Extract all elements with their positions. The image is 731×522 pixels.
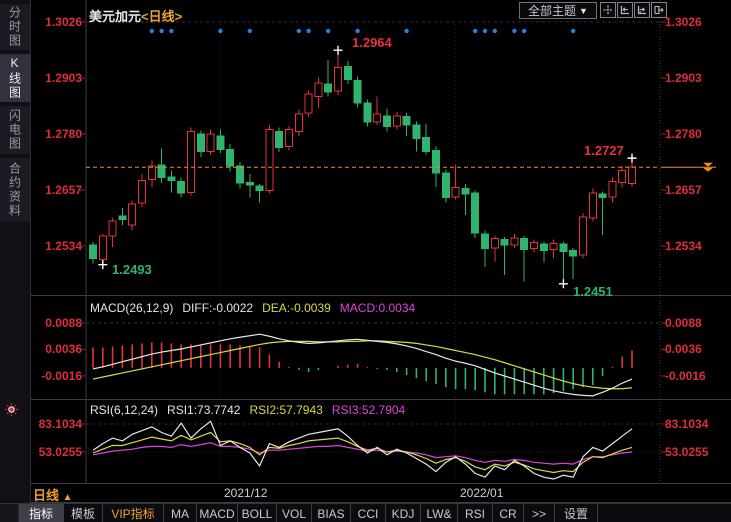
macd-axis-label-right: 0.0088 [665, 316, 702, 330]
theme-selector-label: 全部主题 [528, 4, 577, 18]
tabbar-corner [0, 504, 19, 522]
price-axis-label-right: 1.3026 [665, 15, 702, 29]
macd-axis-label-left: 0.0036 [45, 342, 82, 356]
macd-axis-label-left: -0.0016 [41, 369, 82, 383]
pan-crosshair-icon [603, 5, 613, 15]
macd-axis-label-left: 0.0088 [45, 316, 82, 330]
symbol-name: 美元加元 [89, 9, 142, 24]
macd-title: MACD(26,12,9) [90, 301, 174, 315]
scale-left-button[interactable] [617, 2, 633, 18]
macd-dea-value: DEA:-0.0039 [262, 301, 331, 315]
tab-bias[interactable]: BIAS [312, 504, 351, 522]
tab-ma[interactable]: MA [164, 504, 197, 522]
tab-macd[interactable]: MACD [197, 504, 238, 522]
tab-lwr[interactable]: LW& [421, 504, 458, 522]
price-axis-label-left: 1.3026 [45, 15, 82, 29]
tab-vip-indicator[interactable]: VIP指标 [103, 504, 164, 522]
tab-kdj[interactable]: KDJ [386, 504, 421, 522]
price-axis-label-left: 1.2780 [45, 127, 82, 141]
rsi-axis-label-right: 53.0255 [665, 445, 709, 459]
price-axis-label-left: 1.2534 [45, 239, 82, 253]
tab-rsi[interactable]: RSI [458, 504, 493, 522]
macd-group [92, 333, 633, 397]
tab-vol[interactable]: VOL [277, 504, 312, 522]
rsi3-value: RSI3:52.7904 [331, 403, 406, 417]
period-up-arrow-icon: ▲ [62, 492, 73, 503]
tab-cci[interactable]: CCI [351, 504, 386, 522]
alert-sun-icon[interactable] [4, 402, 19, 417]
macd-diff-value: DIFF:-0.0022 [182, 301, 254, 315]
extreme-cross-markers [98, 45, 637, 289]
price-axis-label-right: 1.2657 [665, 183, 702, 197]
indicator-tabbar: 指标 模板 VIP指标 MA MACD BOLL VOL BIAS CCI KD… [0, 503, 731, 522]
axis-arrow-right-icon [637, 6, 646, 15]
rsi-axis-label-left: 83.1034 [38, 417, 82, 431]
event-dots [149, 28, 576, 34]
period-selector[interactable]: 日线 ▲ [33, 485, 73, 504]
bottom-price-annotation: 1.2451 [573, 284, 613, 299]
rsi1-value: RSI1:73.7742 [167, 403, 241, 417]
sidebar-item-kline-chart[interactable]: K线图 [0, 54, 30, 102]
rsi2-value: RSI2:57.7943 [249, 403, 323, 417]
candles-group [89, 50, 636, 284]
date-tick-label: 2022/01 [460, 486, 504, 500]
rsi-indicator-readout: RSI(6,12,24) RSI1:73.7742 RSI2:57.7943 RSI3… [90, 403, 414, 417]
dropdown-arrow-icon: ▼ [579, 5, 588, 16]
macd-macd-value: MACD:0.0034 [339, 301, 416, 315]
sidebar-item-contract-info[interactable]: 合约资料 [0, 158, 30, 222]
price-axis-label-left: 1.2903 [45, 71, 82, 85]
period-tag: <日线> [141, 9, 183, 24]
start-low-annotation: 1.2493 [112, 262, 152, 277]
tab-cr[interactable]: CR [493, 504, 524, 522]
tab-indicator[interactable]: 指标 [19, 504, 64, 522]
price-axis-label-left: 1.2657 [45, 183, 82, 197]
macd-axis-label-right: 0.0036 [665, 342, 702, 356]
rsi-axis-label-left: 53.0255 [38, 445, 82, 459]
tab-boll[interactable]: BOLL [238, 504, 277, 522]
rsi-group [92, 420, 633, 480]
theme-selector-dropdown[interactable]: 全部主题 ▼ [519, 2, 597, 19]
popout-window-button[interactable] [651, 2, 667, 18]
scale-right-button[interactable] [634, 2, 650, 18]
tab-more[interactable]: >> [524, 504, 555, 522]
date-tick-label: 2021/12 [224, 486, 268, 500]
price-axis-label-right: 1.2534 [665, 239, 702, 253]
sidebar-item-lightning-chart[interactable]: 闪电图 [0, 106, 30, 154]
tab-template[interactable]: 模板 [64, 504, 103, 522]
price-axis-label-right: 1.2903 [665, 71, 702, 85]
recent-high-annotation: 1.2727 [584, 143, 624, 158]
axis-arrow-left-icon [620, 6, 629, 15]
sidebar-item-time-chart[interactable]: 分时图 [0, 4, 30, 50]
rsi-title: RSI(6,12,24) [90, 403, 159, 417]
rsi-axis-label-right: 83.1034 [665, 417, 709, 431]
popout-arrow-icon [654, 5, 664, 15]
macd-indicator-readout: MACD(26,12,9) DIFF:-0.0022 DEA:-0.0039 MACD… [90, 301, 424, 315]
macd-axis-label-right: -0.0016 [665, 369, 706, 383]
price-axis-label-right: 1.2780 [665, 127, 702, 141]
tab-settings[interactable]: 设置 [555, 504, 598, 522]
chart-title: 美元加元<日线> [89, 6, 182, 26]
pan-tool-button[interactable] [600, 2, 616, 18]
last-price-line [86, 162, 716, 172]
period-label: 日线 [33, 488, 60, 503]
peak-price-annotation: 1.2964 [352, 35, 392, 50]
